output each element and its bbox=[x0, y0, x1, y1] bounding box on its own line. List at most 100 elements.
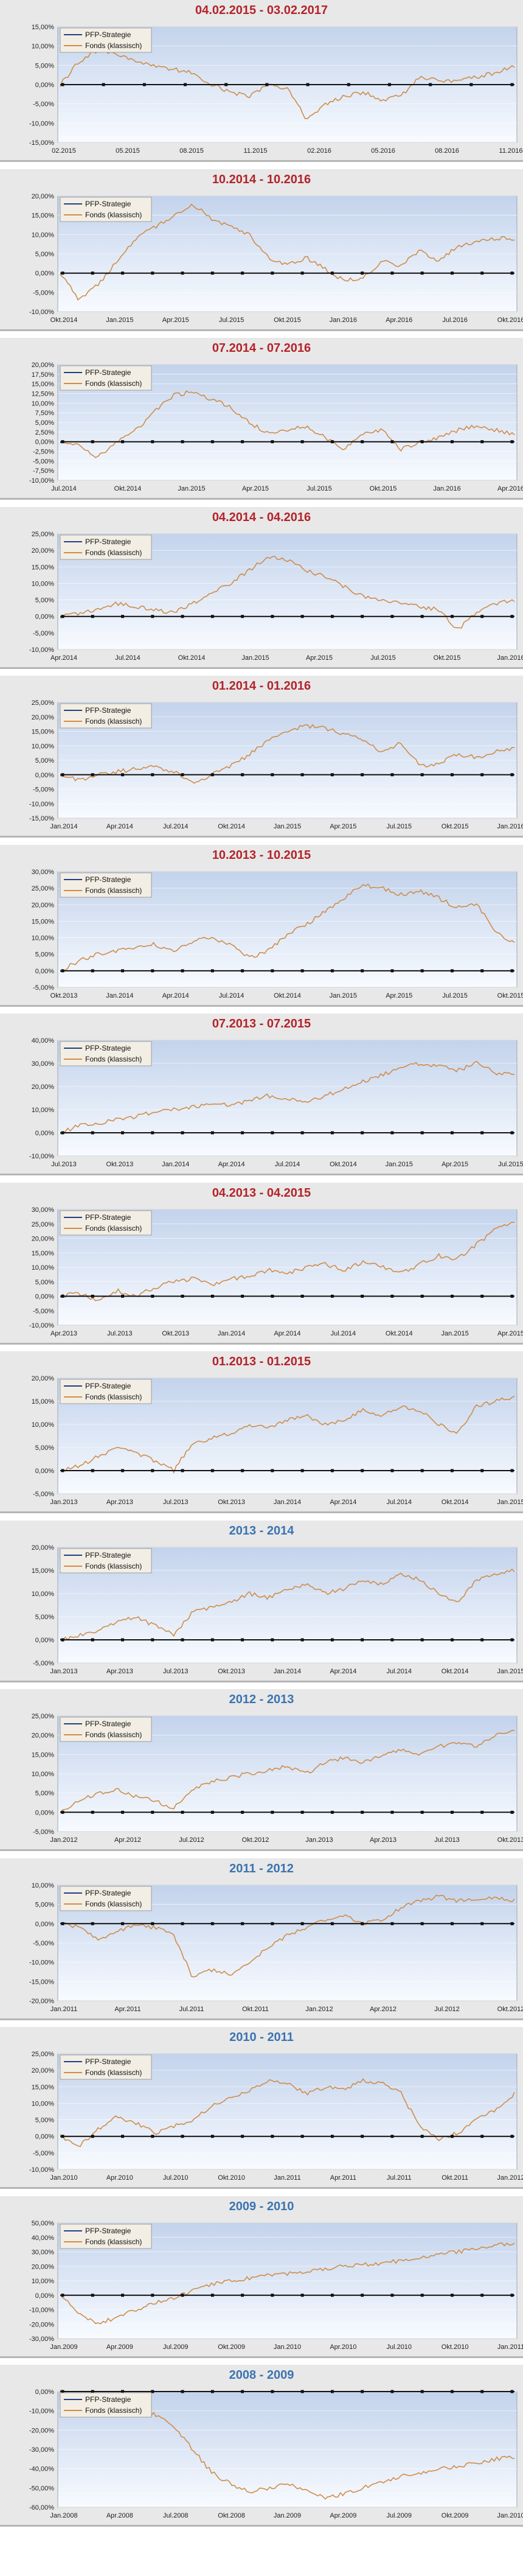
strategy-marker bbox=[390, 1295, 394, 1298]
series-fonds-line bbox=[60, 390, 515, 458]
chart-title: 2011 - 2012 bbox=[229, 1862, 294, 1875]
strategy-marker bbox=[241, 1131, 244, 1135]
strategy-marker bbox=[271, 773, 274, 777]
strategy-marker bbox=[61, 1810, 64, 1814]
strategy-marker bbox=[181, 2294, 184, 2297]
strategy-marker bbox=[390, 1638, 394, 1642]
y-tick-label: 10,00% bbox=[32, 1421, 55, 1429]
legend-label: PFP-Strategie bbox=[85, 1889, 131, 1897]
strategy-marker bbox=[361, 1810, 364, 1814]
y-tick-label: 0,00% bbox=[35, 772, 54, 779]
strategy-marker bbox=[361, 1131, 364, 1135]
strategy-marker bbox=[241, 1469, 244, 1472]
y-tick-label: 10,00% bbox=[32, 43, 55, 51]
x-tick-label: Okt.2010 bbox=[442, 2343, 469, 2351]
x-tick-label: Jul.2012 bbox=[434, 2006, 460, 2013]
chart-title: 07.2014 - 07.2016 bbox=[212, 341, 311, 355]
x-tick-label: Jul.2011 bbox=[179, 2006, 204, 2013]
x-tick-label: Okt.2014 bbox=[218, 823, 245, 830]
strategy-marker bbox=[420, 773, 424, 777]
x-tick-label: Jan.2016 bbox=[330, 317, 357, 324]
y-tick-label: 10,00% bbox=[32, 935, 55, 942]
x-tick-label: Okt.2014 bbox=[442, 1668, 469, 1675]
strategy-marker bbox=[361, 1922, 364, 1925]
x-tick-label: 11.2016 bbox=[499, 147, 523, 155]
strategy-marker bbox=[151, 1469, 154, 1472]
strategy-marker bbox=[347, 83, 350, 86]
x-tick-label: Apr.2013 bbox=[106, 1668, 133, 1675]
x-tick-label: Jan.2015 bbox=[106, 317, 133, 324]
x-tick-label: 11.2015 bbox=[244, 147, 268, 155]
legend: PFP-Strategie Fonds (klassisch) bbox=[60, 1041, 152, 1066]
x-tick-label: Okt.2014 bbox=[114, 485, 142, 492]
strategy-marker bbox=[61, 440, 64, 444]
chart-panel: 04.2013 - 04.2015 30,00% 25,00% 20,00% 15,00… bbox=[0, 1183, 523, 1345]
strategy-marker bbox=[300, 1469, 304, 1472]
strategy-marker bbox=[420, 969, 424, 973]
strategy-marker bbox=[210, 1810, 214, 1814]
legend-label: PFP-Strategie bbox=[85, 368, 131, 377]
strategy-marker bbox=[61, 271, 64, 275]
x-tick-label: Okt.2011 bbox=[242, 2006, 269, 2013]
y-tick-label: 25,00% bbox=[32, 885, 55, 892]
strategy-marker bbox=[241, 615, 244, 618]
x-tick-label: Okt.2012 bbox=[242, 1836, 269, 1844]
strategy-marker bbox=[181, 1922, 184, 1925]
strategy-marker bbox=[390, 1131, 394, 1135]
strategy-marker bbox=[151, 1638, 154, 1642]
legend-label: PFP-Strategie bbox=[85, 1720, 131, 1728]
y-tick-label: 0,00% bbox=[35, 2389, 54, 2396]
strategy-marker bbox=[241, 1810, 244, 1814]
strategy-marker bbox=[300, 1638, 304, 1642]
chart-panel: 2009 - 2010 50,00% 40,00% 30,00% 20,00% 10,00… bbox=[0, 2196, 523, 2358]
strategy-marker bbox=[330, 2135, 334, 2138]
chart-panel: 2008 - 2009 0,00% -10,00% -20,00% -30,00% -40… bbox=[0, 2365, 523, 2527]
strategy-marker bbox=[151, 2135, 154, 2138]
legend: PFP-Strategie Fonds (klassisch) bbox=[60, 1548, 152, 1573]
chart-panel: 01.2014 - 01.2016 25,00% 20,00% 15,00% 10,00… bbox=[0, 676, 523, 838]
series-fonds-line bbox=[60, 1060, 515, 1135]
strategy-marker bbox=[151, 615, 154, 618]
x-tick-label: Apr.2015 bbox=[162, 317, 189, 324]
strategy-marker bbox=[450, 969, 454, 973]
y-tick-label: 10,00% bbox=[32, 1771, 55, 1778]
strategy-marker bbox=[330, 773, 334, 777]
x-tick-label: Jan.2012 bbox=[50, 1836, 77, 1844]
x-tick-label: Okt.2014 bbox=[274, 992, 301, 999]
strategy-marker bbox=[224, 83, 228, 86]
strategy-marker bbox=[300, 969, 304, 973]
y-tick-label: 20,00% bbox=[32, 1544, 55, 1552]
x-tick-label: Jul.2010 bbox=[163, 2174, 189, 2182]
strategy-marker bbox=[151, 1131, 154, 1135]
y-tick-label: 20,00% bbox=[32, 362, 55, 369]
y-tick-label: 0,00% bbox=[35, 2133, 54, 2141]
y-tick-label: 25,00% bbox=[32, 531, 55, 538]
strategy-marker bbox=[271, 1131, 274, 1135]
x-tick-label: 02.2015 bbox=[52, 147, 76, 155]
legend-label: Fonds (klassisch) bbox=[85, 2238, 142, 2246]
x-tick-label: Jan.2009 bbox=[274, 2512, 301, 2519]
chart-panel: 01.2013 - 01.2015 20,00% 15,00% 10,00% 5,00%… bbox=[0, 1351, 523, 1513]
strategy-marker bbox=[361, 440, 364, 444]
strategy-marker bbox=[510, 1131, 514, 1135]
y-tick-label: -40,00% bbox=[29, 2466, 54, 2473]
strategy-marker bbox=[102, 83, 105, 86]
x-tick-label: Okt.2013 bbox=[162, 1330, 189, 1337]
strategy-marker bbox=[271, 1295, 274, 1298]
y-tick-label: 10,00% bbox=[32, 1591, 55, 1598]
strategy-marker bbox=[390, 271, 394, 275]
strategy-marker bbox=[510, 2390, 514, 2393]
legend: PFP-Strategie Fonds (klassisch) bbox=[60, 1717, 152, 1742]
x-tick-label: Jan.2008 bbox=[50, 2512, 77, 2519]
strategy-marker bbox=[300, 440, 304, 444]
strategy-marker bbox=[480, 2135, 484, 2138]
strategy-marker bbox=[510, 1469, 514, 1472]
strategy-marker bbox=[390, 615, 394, 618]
y-tick-label: 5,00% bbox=[35, 1902, 54, 1909]
strategy-marker bbox=[420, 1131, 424, 1135]
x-tick-label: Jan.2016 bbox=[497, 823, 523, 830]
strategy-marker bbox=[330, 2294, 334, 2297]
x-tick-label: Jan.2014 bbox=[50, 823, 77, 830]
x-tick-label: Apr.2011 bbox=[330, 2174, 356, 2182]
strategy-marker bbox=[91, 615, 94, 618]
